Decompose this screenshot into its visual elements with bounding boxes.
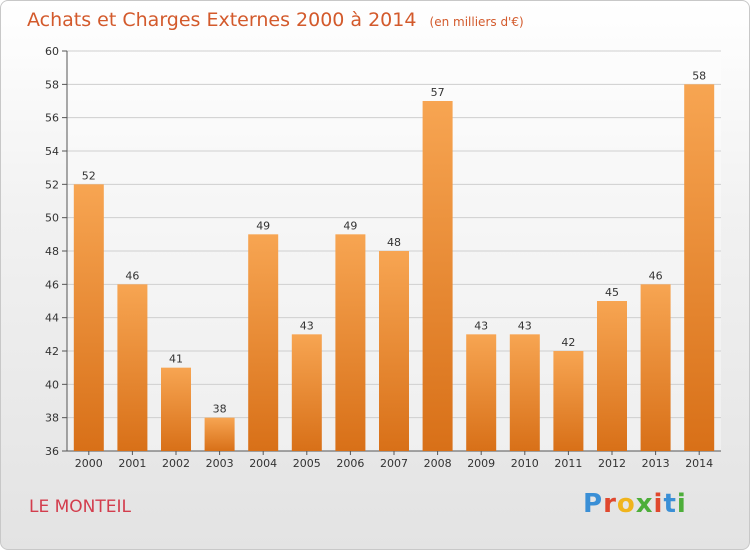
brand-letter: o (616, 489, 636, 519)
chart-title-text: Achats et Charges Externes 2000 à 2014 (27, 9, 417, 31)
x-tick-label: 2010 (511, 457, 539, 470)
y-tick-label: 54 (45, 145, 59, 158)
x-tick-label: 2000 (75, 457, 103, 470)
brand-letter: x (635, 489, 654, 519)
bar-value-label: 49 (343, 219, 357, 232)
bar-value-label: 57 (431, 86, 445, 99)
x-tick-label: 2005 (293, 457, 321, 470)
chart-title: Achats et Charges Externes 2000 à 2014 (… (27, 9, 524, 31)
x-tick-label: 2004 (249, 457, 277, 470)
bar-value-label: 41 (169, 353, 183, 366)
bar-value-label: 43 (474, 319, 488, 332)
bar-2003 (204, 417, 235, 451)
bar-2007 (379, 251, 409, 451)
y-tick-label: 48 (45, 245, 59, 258)
bar-2009 (466, 334, 497, 451)
bar-value-label: 49 (256, 219, 270, 232)
x-tick-label: 2006 (336, 457, 364, 470)
bar-value-label: 46 (125, 269, 139, 282)
y-tick-label: 46 (45, 278, 59, 291)
x-tick-label: 2014 (685, 457, 713, 470)
bar-2008 (422, 101, 453, 451)
bar-value-label: 45 (605, 286, 619, 299)
bar-value-label: 38 (213, 403, 227, 416)
bar-2012 (597, 301, 627, 451)
brand-letter: P (583, 489, 604, 519)
brand-letter: i (676, 489, 687, 519)
y-tick-label: 60 (45, 45, 59, 58)
bar-2000 (73, 184, 104, 452)
x-tick-label: 2012 (598, 457, 626, 470)
brand-letter: t (663, 489, 677, 519)
bar-2002 (161, 367, 191, 451)
bar-value-label: 43 (300, 319, 314, 332)
bar-value-label: 43 (518, 319, 532, 332)
y-tick-label: 52 (45, 178, 59, 191)
bar-2014 (684, 84, 715, 451)
y-tick-label: 38 (45, 412, 59, 425)
x-tick-label: 2003 (206, 457, 234, 470)
chart-unit-text: (en milliers d'€) (429, 15, 524, 29)
bar-2001 (117, 284, 148, 451)
x-tick-label: 2013 (642, 457, 670, 470)
bar-value-label: 46 (649, 269, 663, 282)
bar-2004 (248, 234, 279, 451)
y-tick-label: 58 (45, 78, 59, 91)
commune-name: LE MONTEIL (29, 497, 131, 517)
bar-value-label: 58 (692, 69, 706, 82)
bar-value-label: 52 (82, 169, 96, 182)
x-tick-label: 2007 (380, 457, 408, 470)
x-tick-label: 2008 (424, 457, 452, 470)
bar-2005 (291, 334, 322, 451)
brand-letter: i (653, 489, 664, 519)
x-tick-label: 2001 (118, 457, 146, 470)
y-tick-label: 40 (45, 378, 59, 391)
bar-2006 (335, 234, 366, 451)
bar-value-label: 42 (561, 336, 575, 349)
x-tick-label: 2011 (554, 457, 582, 470)
proxiti-logo: Proxiti (583, 489, 687, 519)
bar-value-label: 48 (387, 236, 401, 249)
y-tick-label: 36 (45, 445, 59, 458)
y-tick-label: 44 (45, 312, 59, 325)
x-tick-label: 2002 (162, 457, 190, 470)
x-tick-label: 2009 (467, 457, 495, 470)
bar-2010 (509, 334, 540, 451)
y-tick-label: 56 (45, 112, 59, 125)
brand-letter: r (603, 489, 617, 519)
bar-2013 (640, 284, 671, 451)
y-tick-label: 50 (45, 212, 59, 225)
bar-2011 (553, 351, 584, 451)
y-tick-label: 42 (45, 345, 59, 358)
